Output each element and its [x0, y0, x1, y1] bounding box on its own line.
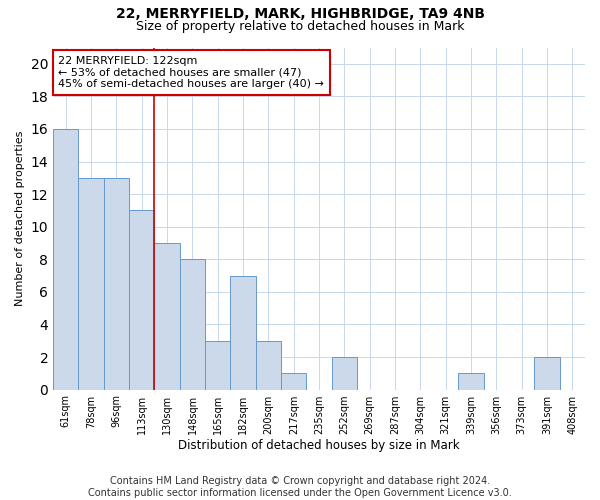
Bar — [205, 340, 230, 390]
Bar — [332, 357, 357, 390]
Bar — [180, 260, 205, 390]
Text: 22 MERRYFIELD: 122sqm
← 53% of detached houses are smaller (47)
45% of semi-deta: 22 MERRYFIELD: 122sqm ← 53% of detached … — [58, 56, 325, 90]
X-axis label: Distribution of detached houses by size in Mark: Distribution of detached houses by size … — [178, 440, 460, 452]
Text: 22, MERRYFIELD, MARK, HIGHBRIDGE, TA9 4NB: 22, MERRYFIELD, MARK, HIGHBRIDGE, TA9 4N… — [115, 8, 485, 22]
Bar — [535, 357, 560, 390]
Bar — [458, 374, 484, 390]
Bar — [53, 129, 79, 390]
Bar — [129, 210, 154, 390]
Text: Size of property relative to detached houses in Mark: Size of property relative to detached ho… — [136, 20, 464, 33]
Bar — [104, 178, 129, 390]
Bar — [79, 178, 104, 390]
Bar — [281, 374, 307, 390]
Y-axis label: Number of detached properties: Number of detached properties — [15, 131, 25, 306]
Bar — [154, 243, 180, 390]
Text: Contains HM Land Registry data © Crown copyright and database right 2024.
Contai: Contains HM Land Registry data © Crown c… — [88, 476, 512, 498]
Bar — [256, 340, 281, 390]
Bar — [230, 276, 256, 390]
